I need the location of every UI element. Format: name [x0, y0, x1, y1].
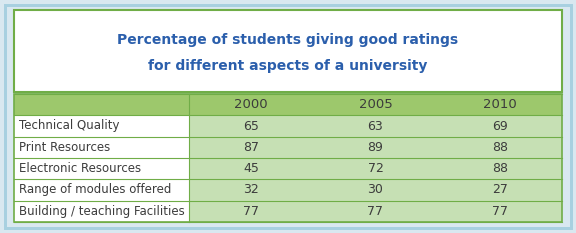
Text: 30: 30 [367, 184, 384, 196]
Text: 77: 77 [367, 205, 384, 218]
Bar [14, 158, 189, 179]
Bar [14, 115, 189, 137]
Text: 65: 65 [243, 120, 259, 133]
Text: 88: 88 [492, 141, 508, 154]
FancyBboxPatch shape [5, 5, 571, 228]
Text: 2010: 2010 [483, 98, 517, 111]
Bar [14, 137, 562, 158]
Text: Range of modules offered: Range of modules offered [19, 184, 172, 196]
Text: 87: 87 [243, 141, 259, 154]
Text: 45: 45 [243, 162, 259, 175]
Text: 88: 88 [492, 162, 508, 175]
Text: Building / teaching Facilities: Building / teaching Facilities [19, 205, 185, 218]
Text: Print Resources: Print Resources [19, 141, 110, 154]
Text: 89: 89 [367, 141, 384, 154]
Bar [14, 94, 562, 115]
Text: 32: 32 [243, 184, 259, 196]
Text: Electronic Resources: Electronic Resources [19, 162, 141, 175]
Text: 2000: 2000 [234, 98, 268, 111]
Bar [14, 158, 562, 179]
Text: 2005: 2005 [359, 98, 392, 111]
Text: 69: 69 [492, 120, 507, 133]
Bar [14, 179, 562, 201]
Bar [14, 10, 562, 92]
Text: 63: 63 [367, 120, 384, 133]
Bar [14, 94, 562, 222]
Text: 77: 77 [243, 205, 259, 218]
Bar [14, 137, 189, 158]
Text: 72: 72 [367, 162, 384, 175]
Text: 27: 27 [492, 184, 508, 196]
Text: for different aspects of a university: for different aspects of a university [148, 59, 428, 73]
Bar [14, 201, 562, 222]
Bar [14, 115, 562, 137]
Bar [14, 201, 189, 222]
Bar [14, 179, 189, 201]
Text: 77: 77 [492, 205, 508, 218]
Text: Percentage of students giving good ratings: Percentage of students giving good ratin… [118, 33, 458, 47]
Text: Technical Quality: Technical Quality [19, 120, 119, 133]
